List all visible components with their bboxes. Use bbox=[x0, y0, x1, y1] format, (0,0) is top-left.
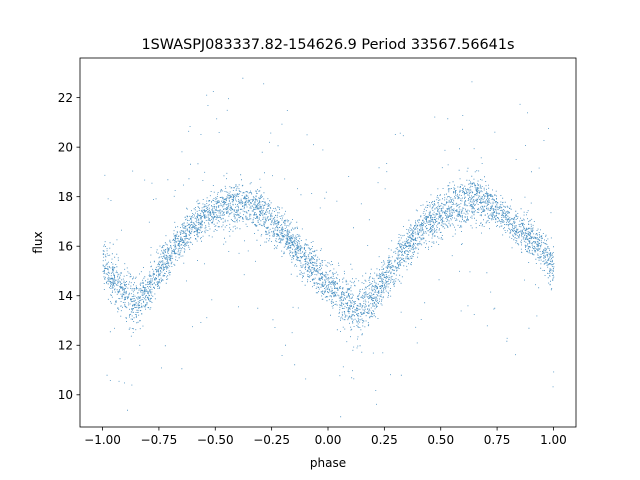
y-tick-label: 22 bbox=[58, 91, 73, 105]
x-tick-label: 0.50 bbox=[427, 433, 454, 447]
y-axis-label: flux bbox=[31, 231, 45, 253]
y-axis: 10 12 14 16 18 20 22 bbox=[58, 91, 80, 402]
x-tick-label: −0.25 bbox=[253, 433, 290, 447]
y-tick-label: 18 bbox=[58, 190, 73, 204]
x-axis: −1.00 −0.75 −0.50 −0.25 0.00 0.25 0.50 0.75 1.00 bbox=[84, 427, 567, 447]
y-tick-label: 20 bbox=[58, 140, 73, 154]
x-tick-label: 0.25 bbox=[371, 433, 398, 447]
x-tick-label: 0.00 bbox=[315, 433, 342, 447]
y-tick-label: 16 bbox=[58, 240, 73, 254]
x-tick-label: −1.00 bbox=[84, 433, 121, 447]
y-tick-label: 12 bbox=[58, 339, 73, 353]
x-tick-label: 1.00 bbox=[540, 433, 567, 447]
y-tick-label: 10 bbox=[58, 388, 73, 402]
x-tick-label: −0.75 bbox=[141, 433, 178, 447]
x-axis-label: phase bbox=[310, 456, 346, 470]
x-tick-label: −0.50 bbox=[197, 433, 234, 447]
x-tick-label: 0.75 bbox=[484, 433, 511, 447]
chart-title: 1SWASPJ083337.82-154626.9 Period 33567.5… bbox=[142, 37, 515, 53]
y-tick-label: 14 bbox=[58, 289, 73, 303]
